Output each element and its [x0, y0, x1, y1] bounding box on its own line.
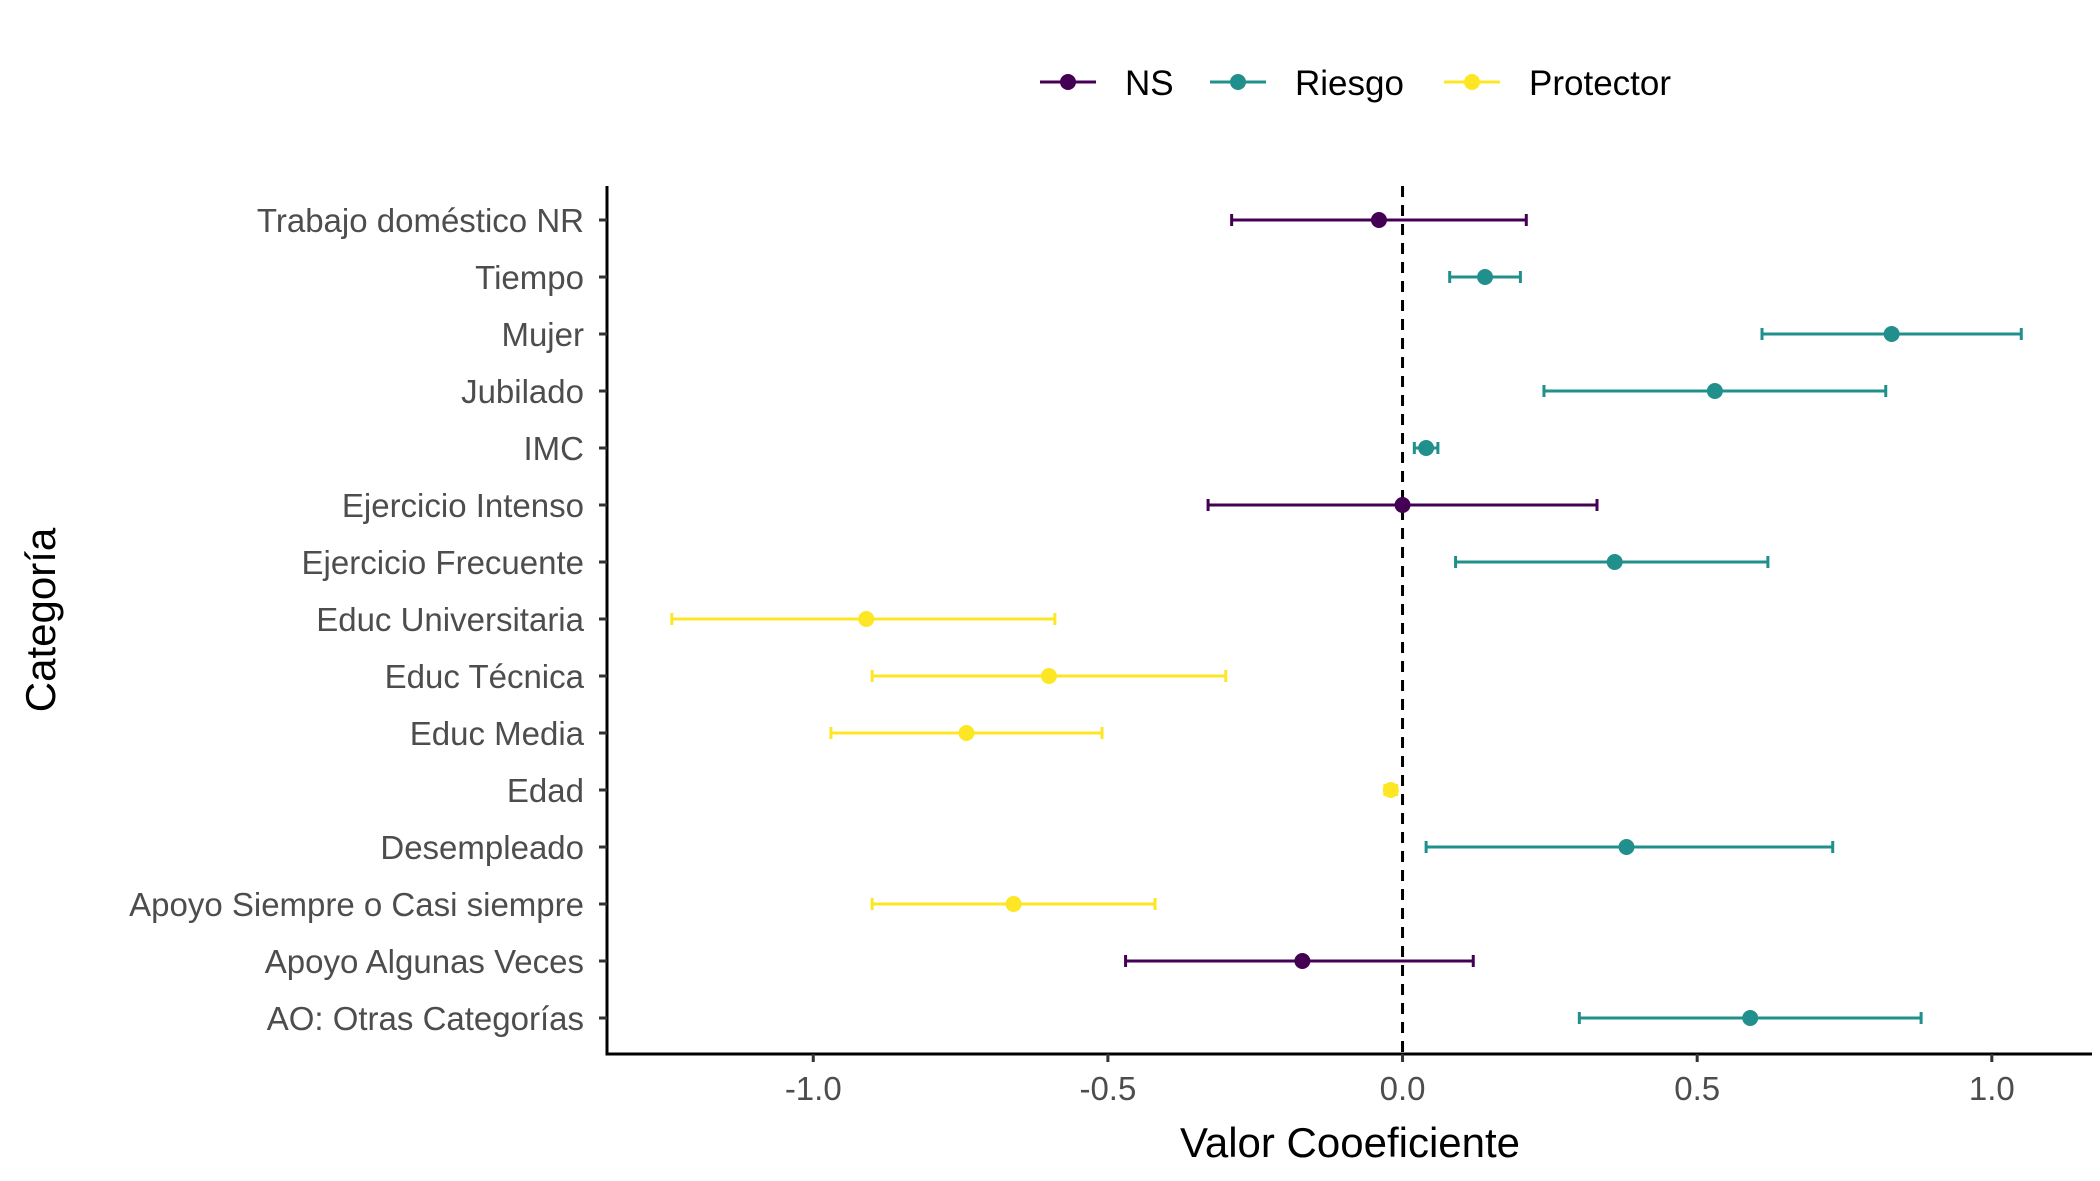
- estimate-point: [1040, 668, 1057, 684]
- legend: NS Riesgo Protector: [1040, 64, 1671, 103]
- estimate-ao-otras-categorias: [1577, 1010, 1923, 1026]
- legend-label: Riesgo: [1295, 64, 1404, 103]
- y-tick-label: Apoyo Siempre o Casi siempre: [129, 886, 584, 923]
- x-tick-label: 0.0: [1380, 1070, 1426, 1107]
- y-axis-title: Categoría: [17, 527, 64, 712]
- estimate-educ-media: [829, 725, 1104, 741]
- y-tick-label: Educ Técnica: [385, 658, 585, 695]
- y-tick-label: IMC: [524, 430, 585, 467]
- estimate-point: [1477, 269, 1494, 285]
- y-tick-label: Ejercicio Frecuente: [302, 544, 584, 581]
- y-tick-label: Tiempo: [475, 259, 584, 296]
- estimate-point: [1370, 212, 1387, 228]
- legend-key-point: [1060, 74, 1076, 90]
- y-tick-label: AO: Otras Categorías: [267, 1000, 584, 1037]
- y-tick-label: Edad: [507, 772, 584, 809]
- estimate-imc: [1412, 440, 1440, 456]
- estimate-point: [1418, 440, 1435, 456]
- estimate-point: [958, 725, 975, 741]
- estimate-point: [1883, 326, 1900, 342]
- estimate-ejercicio-frecuente: [1454, 554, 1770, 570]
- y-tick-label: Ejercicio Intenso: [342, 487, 584, 524]
- estimate-jubilado: [1542, 383, 1888, 399]
- y-tick-label: Desempleado: [380, 829, 584, 866]
- estimate-educ-universitaria: [670, 611, 1057, 627]
- estimate-trabajo-domestico-nr: [1230, 212, 1528, 228]
- estimate-ejercicio-intenso: [1206, 497, 1599, 513]
- estimate-tiempo: [1448, 269, 1522, 285]
- x-tick-label: 1.0: [1969, 1070, 2015, 1107]
- y-tick-label: Apoyo Algunas Veces: [265, 943, 584, 980]
- y-tick-label: Mujer: [501, 316, 584, 353]
- y-tick-label: Educ Universitaria: [316, 601, 584, 638]
- y-tick-label: Jubilado: [461, 373, 584, 410]
- estimate-desempleado: [1424, 839, 1835, 855]
- x-tick-label: -1.0: [785, 1070, 842, 1107]
- estimate-edad: [1382, 782, 1399, 798]
- estimate-point: [1294, 953, 1311, 969]
- y-tick-label: Educ Media: [410, 715, 585, 752]
- x-tick-label: -0.5: [1079, 1070, 1136, 1107]
- x-axis-title: Valor Cooeficiente: [1180, 1119, 1520, 1166]
- estimate-educ-tecnica: [870, 668, 1228, 684]
- estimate-apoyo-algunas-veces: [1124, 953, 1475, 969]
- estimate-apoyo-siempre-o-casi-siempre: [870, 896, 1157, 912]
- tick-labels-layer: Trabajo doméstico NR Tiempo Mujer Jubilado I…: [129, 202, 2015, 1107]
- legend-item-protector: Protector: [1444, 64, 1671, 103]
- y-tick-label: Trabajo doméstico NR: [257, 202, 584, 239]
- estimate-point: [1618, 839, 1635, 855]
- estimate-mujer: [1760, 326, 2023, 342]
- x-tick-label: 0.5: [1674, 1070, 1720, 1107]
- estimate-point: [1706, 383, 1723, 399]
- estimate-point: [1742, 1010, 1759, 1026]
- error-bars-layer: [670, 212, 2023, 1026]
- estimate-point: [1394, 497, 1411, 513]
- estimate-point: [1606, 554, 1623, 570]
- legend-label: Protector: [1529, 64, 1671, 103]
- legend-key-point: [1464, 74, 1480, 90]
- estimate-point: [1382, 782, 1399, 798]
- legend-key-point: [1230, 74, 1246, 90]
- legend-item-ns: NS: [1040, 64, 1174, 103]
- estimate-point: [1005, 896, 1022, 912]
- legend-item-riesgo: Riesgo: [1210, 64, 1404, 103]
- legend-label: NS: [1125, 64, 1174, 103]
- estimate-point: [858, 611, 875, 627]
